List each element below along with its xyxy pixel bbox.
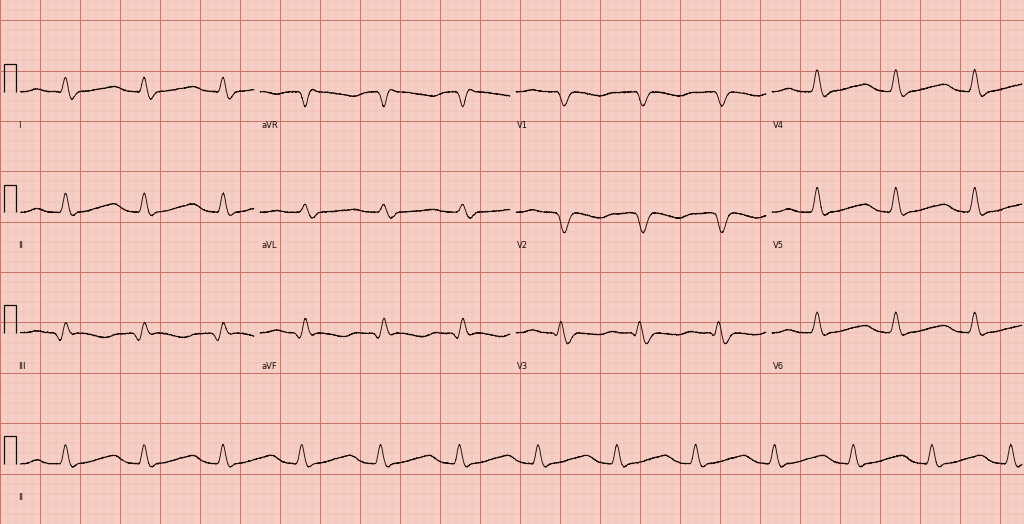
Text: II: II (18, 241, 24, 250)
Text: V6: V6 (773, 362, 784, 370)
Text: V1: V1 (517, 121, 528, 129)
Text: III: III (18, 362, 26, 370)
Text: V2: V2 (517, 241, 528, 250)
Text: V3: V3 (517, 362, 528, 370)
Text: aVR: aVR (261, 121, 278, 129)
Text: II: II (18, 493, 24, 501)
Text: I: I (18, 121, 20, 129)
Text: V4: V4 (773, 121, 784, 129)
Text: V5: V5 (773, 241, 784, 250)
Text: aVL: aVL (261, 241, 276, 250)
Text: aVF: aVF (261, 362, 276, 370)
